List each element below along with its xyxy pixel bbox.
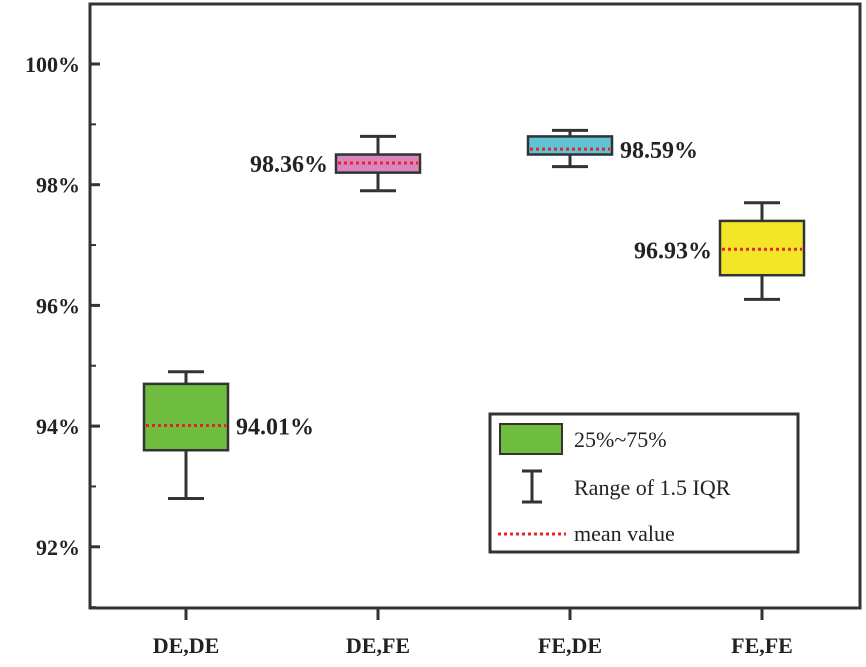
box-4: 96.93% [634, 201, 806, 301]
x-tick-label: DE,FE [346, 633, 410, 658]
box-series: 94.01% 98.36% 98.59% 96.93% [142, 128, 806, 501]
y-axis-ticks: 92% 94% 96% 98% 100% [25, 52, 100, 609]
x-tick-label: FE,FE [731, 633, 793, 658]
iqr-box [718, 219, 806, 277]
plot-frame [88, 2, 862, 610]
iqr-box [142, 382, 230, 452]
x-tick-label: DE,DE [153, 633, 220, 658]
x-axis-ticks: DE,DE DE,FE FE,DE FE,FE [153, 608, 793, 658]
legend-label-whisker: Range of 1.5 IQR [574, 475, 731, 500]
legend: 25%~75% Range of 1.5 IQR mean value [488, 412, 800, 554]
legend-whisker-icon [522, 469, 542, 504]
y-tick-label: 98% [36, 173, 80, 198]
mean-value-label: 98.59% [620, 138, 698, 164]
mean-value-label: 94.01% [236, 414, 314, 440]
box-3: 98.59% [526, 128, 698, 169]
legend-box-swatch [499, 423, 563, 455]
iqr-box [334, 153, 422, 174]
box-2: 98.36% [250, 134, 422, 193]
x-tick-label: FE,DE [538, 633, 602, 658]
mean-value-label: 98.36% [250, 152, 328, 178]
y-tick-label: 94% [36, 414, 80, 439]
legend-label-box: 25%~75% [574, 427, 667, 452]
mean-value-label: 96.93% [634, 238, 712, 264]
y-tick-label: 92% [36, 535, 80, 560]
box-1: 94.01% [142, 370, 314, 501]
legend-label-mean: mean value [574, 521, 675, 546]
iqr-box [526, 135, 614, 156]
y-tick-label: 100% [25, 52, 80, 77]
y-tick-label: 96% [36, 293, 80, 318]
